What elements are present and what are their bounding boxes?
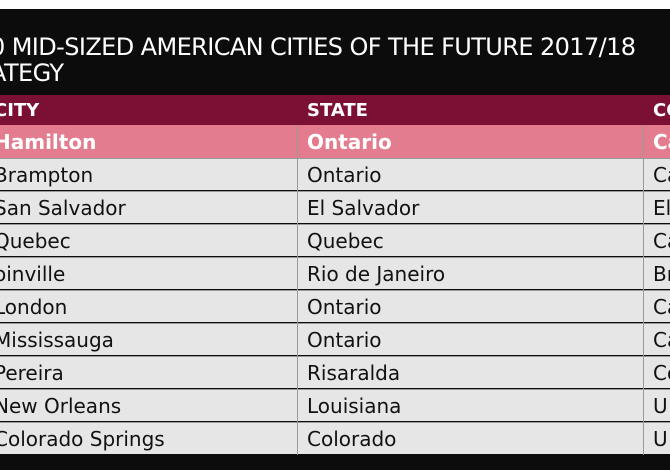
column-divider — [297, 125, 298, 455]
cell-country: U — [653, 426, 668, 451]
cell-city: Colorado Springs — [0, 426, 165, 451]
header-city: CITY — [0, 99, 40, 121]
cell-state: Quebec — [307, 228, 384, 253]
cell-state: Risaralda — [307, 360, 401, 385]
cell-city: San Salvador — [0, 195, 126, 220]
title-line-1: 0 MID-SIZED AMERICAN CITIES OF THE FUTUR… — [0, 34, 636, 61]
bottom-band — [0, 455, 670, 470]
cell-country: Ca — [653, 162, 670, 187]
header-state: STATE — [307, 99, 368, 121]
table-row: Brampton Ontario Ca — [0, 158, 670, 190]
cell-state: Ontario — [307, 294, 382, 319]
column-divider — [643, 125, 644, 455]
cell-country: Ca — [653, 294, 670, 319]
table-row: New Orleans Louisiana U — [0, 389, 670, 421]
table-row: Mississauga Ontario Ca — [0, 323, 670, 355]
table-header: CITY STATE CO — [0, 95, 670, 125]
cell-city: Hamilton — [0, 129, 97, 154]
table-row: London Ontario Ca — [0, 290, 670, 322]
cell-city: London — [0, 294, 68, 319]
cell-state: Ontario — [307, 162, 382, 187]
cell-city: Brampton — [0, 162, 94, 187]
top-strip — [0, 0, 670, 9]
cell-state: Ontario — [307, 129, 392, 154]
cell-city: Quebec — [0, 228, 71, 253]
cell-country: Ca — [653, 327, 670, 352]
cell-state: El Salvador — [307, 195, 420, 220]
cell-city: New Orleans — [0, 393, 122, 418]
cell-city: Mississauga — [0, 327, 114, 352]
cell-country: U — [653, 393, 668, 418]
cell-country: Ca — [653, 129, 670, 154]
cell-country: Ca — [653, 228, 670, 253]
table-row: Colorado Springs Colorado U — [0, 422, 670, 454]
table-row: San Salvador El Salvador El — [0, 191, 670, 223]
cell-state: Colorado — [307, 426, 397, 451]
table-row-highlight: Hamilton Ontario Ca — [0, 125, 670, 158]
cell-city: oinville — [0, 261, 66, 286]
cell-country: El — [653, 195, 670, 220]
title-line-2: ATEGY — [0, 59, 64, 86]
table-row: Pereira Risaralda Co — [0, 356, 670, 388]
cell-state: Ontario — [307, 327, 382, 352]
cell-state: Rio de Janeiro — [307, 261, 446, 286]
table-row: oinville Rio de Janeiro Br — [0, 257, 670, 289]
table-row: Quebec Quebec Ca — [0, 224, 670, 256]
cell-country: Br — [653, 261, 670, 286]
header-country: CO — [653, 99, 670, 121]
cell-country: Co — [653, 360, 670, 385]
cell-state: Louisiana — [307, 393, 402, 418]
cell-city: Pereira — [0, 360, 64, 385]
page-title: 0 MID-SIZED AMERICAN CITIES OF THE FUTUR… — [0, 34, 670, 86]
